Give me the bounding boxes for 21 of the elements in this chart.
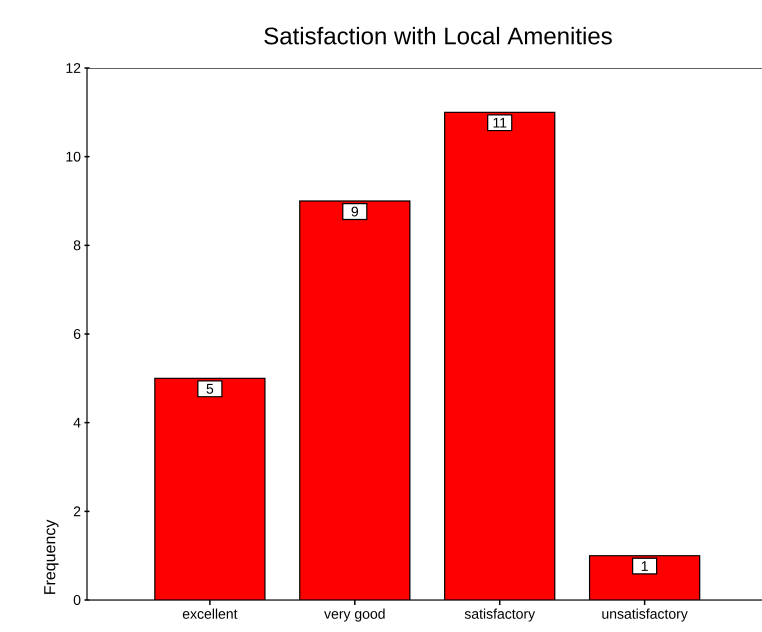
data-label: 1 xyxy=(642,561,648,571)
bar xyxy=(588,555,700,600)
y-tick-label: 8 xyxy=(74,240,80,250)
data-label: 11 xyxy=(494,118,506,128)
x-tick-label: satisfactory xyxy=(464,608,536,622)
chart-title: Satisfaction with Local Amenities xyxy=(264,26,612,44)
y-tick-label: 6 xyxy=(74,329,80,339)
bar xyxy=(154,378,265,600)
y-tick-label: 4 xyxy=(73,418,81,428)
y-axis-title: Frequency xyxy=(44,520,59,594)
y-tick-label: 0 xyxy=(74,595,80,605)
y-tick-label: 12 xyxy=(66,63,80,73)
x-tick-label: excellent xyxy=(182,608,238,619)
bar xyxy=(444,112,555,600)
bar xyxy=(300,200,410,600)
data-label: 9 xyxy=(352,206,358,217)
data-label: 5 xyxy=(206,384,214,394)
y-tick-label: 10 xyxy=(66,152,80,162)
y-tick-label: 2 xyxy=(74,506,80,516)
x-tick-label: very good xyxy=(324,608,385,622)
x-tick-label: unsatisfactory xyxy=(602,608,688,622)
